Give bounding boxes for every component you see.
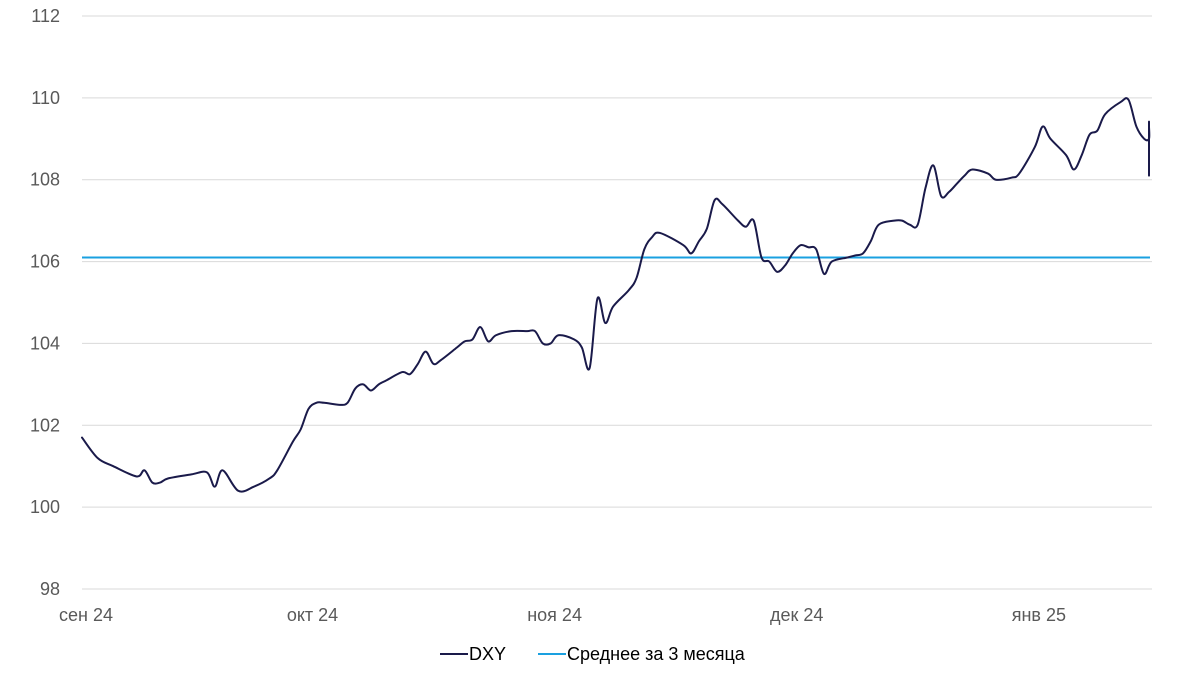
legend-label-average: Среднее за 3 месяца [567,644,746,664]
y-tick-label-110: 110 [31,88,60,108]
y-tick-label-106: 106 [30,252,60,272]
y-tick-label-98: 98 [40,579,60,599]
x-tick-label-2: ноя 24 [527,605,582,625]
x-tick-label-4: янв 25 [1012,605,1066,625]
y-tick-label-108: 108 [30,170,60,190]
y-tick-label-100: 100 [30,497,60,517]
legend: DXY Среднее за 3 месяца [440,644,746,664]
y-tick-label-104: 104 [30,333,60,353]
x-tick-label-0: сен 24 [59,605,113,625]
y-tick-label-102: 102 [30,415,60,435]
gridlines [82,15,1152,590]
legend-label-dxy: DXY [469,644,506,664]
chart-series [81,97,1151,493]
y-axis-tick-labels: 98 100 102 104 106 108 110 112 [30,6,60,599]
series-line-dxy [81,97,1151,493]
y-tick-label-112: 112 [31,6,60,26]
x-tick-label-3: дек 24 [770,605,823,625]
x-axis-tick-labels: сен 24 окт 24 ноя 24 дек 24 янв 25 [59,605,1066,625]
x-tick-label-1: окт 24 [287,605,338,625]
